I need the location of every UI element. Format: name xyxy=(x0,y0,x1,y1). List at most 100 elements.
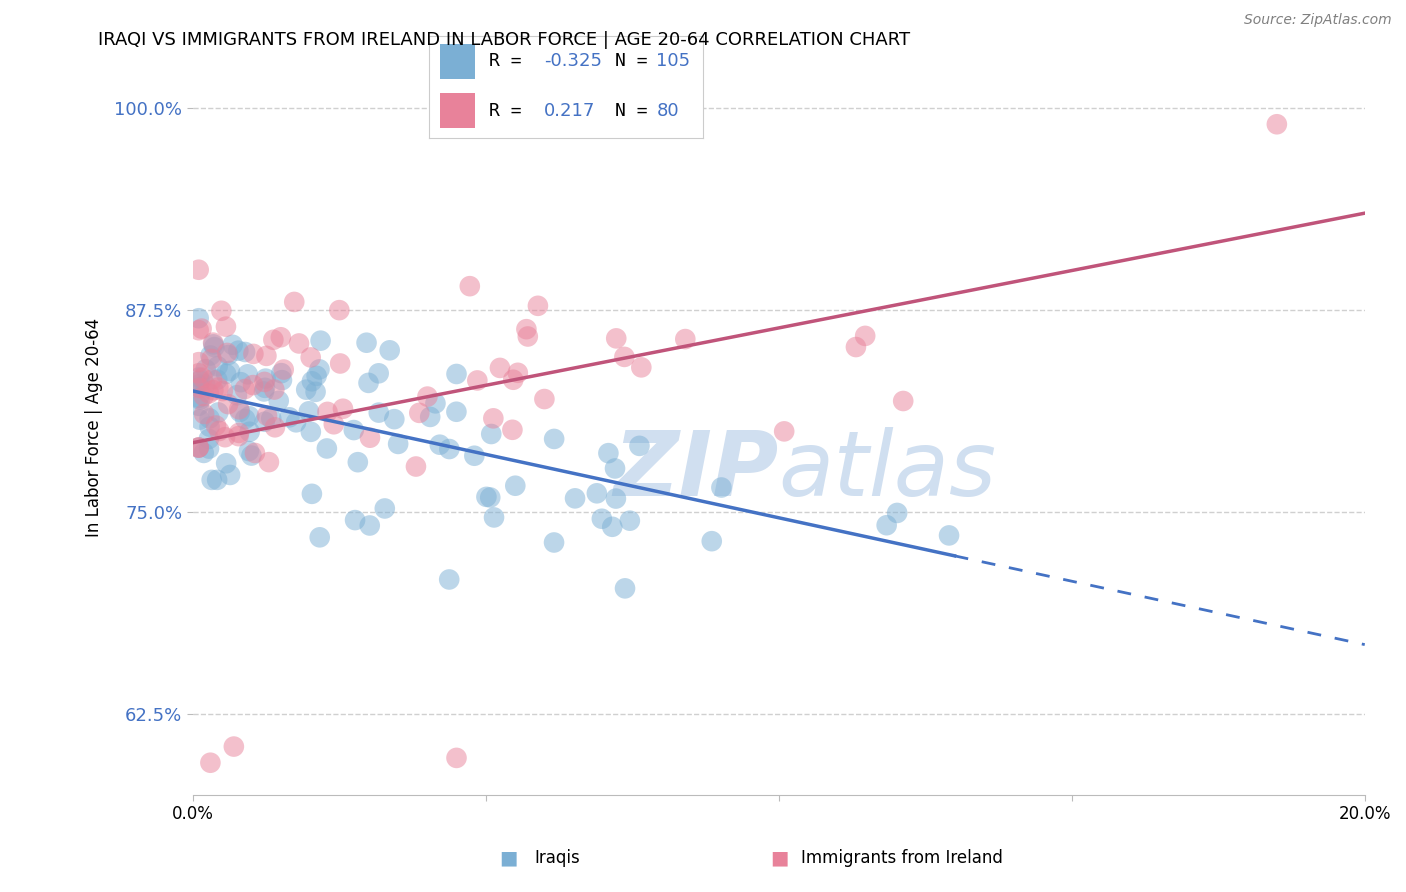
Text: ZIP: ZIP xyxy=(613,427,779,516)
Point xyxy=(700,534,723,549)
Point xyxy=(283,294,305,309)
Point xyxy=(233,412,256,426)
Point xyxy=(198,432,221,446)
Point xyxy=(198,419,221,434)
Point xyxy=(209,303,232,318)
Point xyxy=(673,332,696,346)
Point xyxy=(886,506,908,520)
Text: Iraqis: Iraqis xyxy=(534,849,581,867)
Point xyxy=(938,528,960,542)
Text: IRAQI VS IMMIGRANTS FROM IRELAND IN LABOR FORCE | AGE 20-64 CORRELATION CHART: IRAQI VS IMMIGRANTS FROM IRELAND IN LABO… xyxy=(98,31,911,49)
Point xyxy=(501,423,523,437)
Point xyxy=(187,441,209,455)
Point xyxy=(600,520,623,534)
Text: Immigrants from Ireland: Immigrants from Ireland xyxy=(801,849,1004,867)
Bar xyxy=(440,44,475,78)
Point xyxy=(253,384,276,399)
Point xyxy=(506,366,529,380)
Point xyxy=(200,351,222,366)
Point xyxy=(207,405,229,419)
Point xyxy=(299,425,322,439)
Point xyxy=(359,431,381,445)
Point xyxy=(446,367,468,381)
Point xyxy=(207,380,229,394)
Point xyxy=(367,367,389,381)
Point xyxy=(564,491,586,506)
Point xyxy=(238,444,260,458)
Text: R =: R = xyxy=(489,102,533,120)
Bar xyxy=(440,93,475,128)
Point xyxy=(188,374,211,388)
Point xyxy=(217,397,239,411)
Point xyxy=(253,415,276,429)
Point xyxy=(229,405,252,419)
Point xyxy=(359,518,381,533)
Point xyxy=(198,411,221,425)
Point xyxy=(605,491,627,506)
Point xyxy=(482,411,505,425)
Point xyxy=(305,368,328,383)
Point xyxy=(200,756,222,770)
Point xyxy=(211,384,233,398)
Point xyxy=(374,501,396,516)
Point xyxy=(205,373,228,387)
Point xyxy=(239,425,262,439)
Point xyxy=(628,439,651,453)
Point xyxy=(202,384,225,398)
Point xyxy=(201,372,224,386)
Point xyxy=(408,406,430,420)
Point xyxy=(853,329,876,343)
Point xyxy=(309,334,332,348)
Point xyxy=(256,409,278,423)
Point xyxy=(378,343,401,358)
Point xyxy=(270,330,292,344)
Point xyxy=(316,405,339,419)
Point xyxy=(527,299,550,313)
Point xyxy=(332,401,354,416)
Point xyxy=(357,376,380,390)
Point xyxy=(215,456,238,470)
Point xyxy=(243,446,266,460)
Point xyxy=(201,473,224,487)
Point xyxy=(226,388,249,402)
Point xyxy=(187,399,209,413)
Point xyxy=(238,409,260,424)
Point xyxy=(614,582,637,596)
Point xyxy=(187,391,209,405)
Text: Source: ZipAtlas.com: Source: ZipAtlas.com xyxy=(1244,13,1392,28)
Point xyxy=(288,336,311,351)
Point xyxy=(298,404,321,418)
Point xyxy=(591,512,613,526)
Point xyxy=(613,350,636,364)
Point xyxy=(202,340,225,354)
Point xyxy=(187,441,209,455)
Point xyxy=(236,368,259,382)
Point xyxy=(489,360,512,375)
Point xyxy=(346,455,368,469)
Point xyxy=(242,378,264,392)
Point xyxy=(343,423,366,437)
Point xyxy=(278,410,301,425)
Point xyxy=(543,535,565,549)
Point xyxy=(446,405,468,419)
Point xyxy=(301,487,323,501)
Point xyxy=(254,371,277,385)
Point xyxy=(187,323,209,337)
Point xyxy=(328,303,350,318)
Point xyxy=(193,446,215,460)
Point xyxy=(207,359,229,374)
Point xyxy=(322,417,344,432)
Point xyxy=(263,383,285,397)
Point xyxy=(208,424,231,438)
Point xyxy=(479,427,502,442)
Point xyxy=(891,394,914,409)
Point xyxy=(773,425,796,439)
Point xyxy=(200,348,222,362)
Point xyxy=(304,384,326,399)
Point xyxy=(605,331,627,345)
Point xyxy=(187,441,209,455)
Point xyxy=(219,364,242,378)
Point xyxy=(295,383,318,397)
Point xyxy=(301,374,323,388)
Point xyxy=(187,380,209,394)
